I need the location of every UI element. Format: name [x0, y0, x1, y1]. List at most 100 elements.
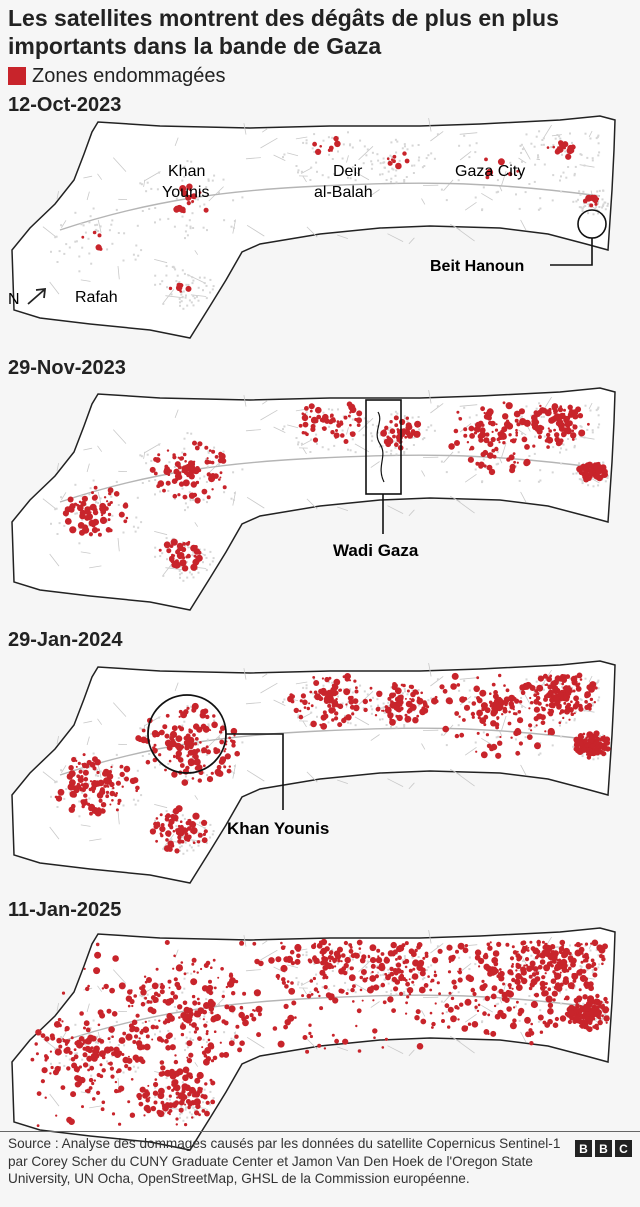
urban-area [321, 986, 324, 989]
urban-area [179, 304, 181, 307]
damage-area [290, 961, 295, 966]
damage-area [193, 1030, 197, 1034]
damage-area [547, 427, 550, 430]
damage-area [554, 436, 560, 443]
damage-area [508, 986, 512, 990]
damage-area [328, 943, 331, 946]
urban-area [606, 204, 609, 207]
urban-area [241, 741, 244, 744]
damage-area [317, 415, 320, 418]
damage-area [410, 691, 416, 698]
urban-area [558, 135, 561, 138]
urban-area [205, 481, 208, 483]
city-label-khan-younis-line1: Khan [168, 163, 205, 180]
damage-area [313, 942, 317, 946]
damage-area [127, 989, 133, 995]
damage-area [214, 1014, 221, 1021]
urban-area [295, 977, 298, 979]
damage-area [331, 1033, 335, 1037]
urban-area [387, 968, 390, 971]
road [243, 935, 247, 947]
urban-area [180, 1023, 183, 1026]
damage-area [187, 1008, 191, 1013]
urban-area [539, 742, 542, 745]
damage-area [431, 957, 439, 964]
urban-area [191, 212, 194, 215]
damage-area [322, 710, 327, 715]
urban-area [168, 1098, 171, 1101]
urban-area [184, 237, 186, 240]
damage-area [487, 945, 493, 951]
damage-area [352, 698, 359, 704]
urban-area [384, 166, 386, 169]
damage-area [135, 785, 140, 791]
urban-area [181, 814, 184, 817]
urban-area [394, 174, 397, 177]
urban-area [497, 462, 500, 465]
damage-area [404, 429, 411, 436]
damage-area [348, 699, 355, 705]
urban-area [55, 235, 58, 238]
urban-area [111, 764, 114, 767]
road [430, 676, 444, 687]
urban-area [385, 991, 388, 993]
damage-area [480, 406, 485, 412]
urban-area [223, 1031, 226, 1034]
damage-area [521, 436, 528, 443]
urban-area [295, 437, 298, 439]
damage-area [301, 414, 309, 422]
damage-area [182, 479, 190, 487]
urban-area [551, 471, 554, 474]
damage-area [480, 751, 488, 759]
damage-area [194, 1077, 201, 1084]
damage-area [467, 456, 474, 463]
damage-area [70, 1036, 74, 1040]
damage-area [97, 1023, 101, 1027]
urban-area [99, 770, 102, 773]
urban-area [327, 988, 330, 991]
damage-area [101, 987, 105, 990]
urban-area [412, 444, 415, 446]
damage-area [207, 1042, 214, 1049]
damage-area [169, 555, 175, 562]
damage-area [533, 410, 539, 416]
urban-area [140, 183, 143, 186]
urban-area [565, 448, 568, 451]
khan-younis-leader-line [226, 733, 284, 810]
damage-area [109, 987, 115, 994]
urban-area [108, 229, 111, 232]
damage-area [319, 418, 324, 423]
urban-area [140, 455, 143, 458]
damage-area [109, 790, 116, 797]
damage-area [579, 678, 583, 681]
urban-area [468, 701, 471, 704]
damage-area [97, 1038, 102, 1043]
damage-area [431, 1026, 434, 1029]
damage-area [71, 756, 77, 763]
damage-area [132, 1040, 137, 1044]
damage-area [483, 437, 490, 444]
urban-area [108, 1041, 111, 1044]
damage-area [127, 1100, 131, 1104]
damage-area [49, 1050, 53, 1053]
road [354, 983, 370, 993]
damage-area [553, 695, 560, 702]
damage-area [523, 458, 531, 466]
damage-area [157, 1092, 165, 1100]
road [246, 496, 265, 509]
urban-area [417, 956, 420, 958]
damage-area [83, 784, 87, 788]
damage-area [411, 973, 419, 980]
urban-area [230, 225, 233, 228]
damage-area [563, 701, 567, 705]
damage-area [555, 976, 558, 979]
urban-area [165, 537, 168, 540]
road [408, 1049, 415, 1057]
urban-area [150, 459, 153, 462]
damage-area [590, 958, 595, 963]
urban-area [474, 741, 477, 744]
urban-area [436, 133, 439, 136]
damage-area [594, 1006, 598, 1010]
urban-area [193, 297, 196, 300]
urban-area [56, 261, 59, 263]
